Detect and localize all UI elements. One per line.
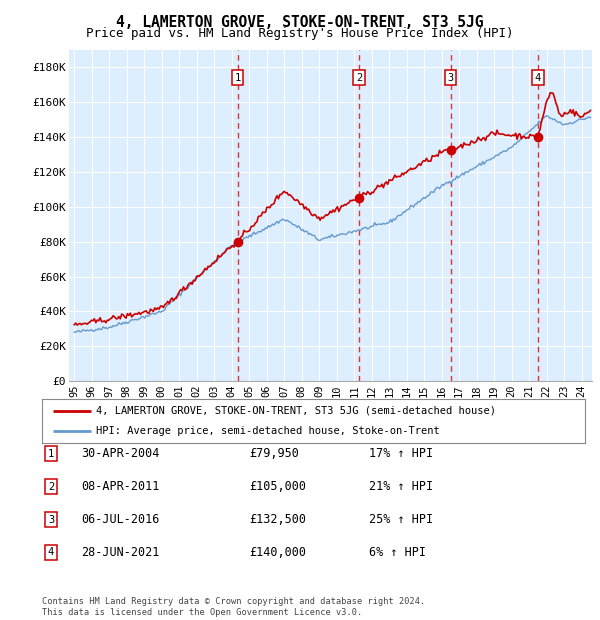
Text: 1: 1 xyxy=(48,449,54,459)
Text: 1: 1 xyxy=(235,73,241,82)
Text: £132,500: £132,500 xyxy=(249,513,306,526)
Text: 28-JUN-2021: 28-JUN-2021 xyxy=(81,546,160,559)
Text: 4: 4 xyxy=(535,73,541,82)
Text: 6% ↑ HPI: 6% ↑ HPI xyxy=(369,546,426,559)
Text: Contains HM Land Registry data © Crown copyright and database right 2024.
This d: Contains HM Land Registry data © Crown c… xyxy=(42,598,425,617)
Text: £105,000: £105,000 xyxy=(249,480,306,493)
Text: 21% ↑ HPI: 21% ↑ HPI xyxy=(369,480,433,493)
Text: Price paid vs. HM Land Registry's House Price Index (HPI): Price paid vs. HM Land Registry's House … xyxy=(86,27,514,40)
Text: 4, LAMERTON GROVE, STOKE-ON-TRENT, ST3 5JG: 4, LAMERTON GROVE, STOKE-ON-TRENT, ST3 5… xyxy=(116,15,484,30)
Text: 3: 3 xyxy=(448,73,454,82)
Text: 06-JUL-2016: 06-JUL-2016 xyxy=(81,513,160,526)
Text: 4: 4 xyxy=(48,547,54,557)
Text: 4, LAMERTON GROVE, STOKE-ON-TRENT, ST3 5JG (semi-detached house): 4, LAMERTON GROVE, STOKE-ON-TRENT, ST3 5… xyxy=(97,405,496,416)
Text: 25% ↑ HPI: 25% ↑ HPI xyxy=(369,513,433,526)
Text: 2: 2 xyxy=(48,482,54,492)
Text: 17% ↑ HPI: 17% ↑ HPI xyxy=(369,448,433,460)
Text: 30-APR-2004: 30-APR-2004 xyxy=(81,448,160,460)
Text: £79,950: £79,950 xyxy=(249,448,299,460)
Text: 2: 2 xyxy=(356,73,362,82)
Text: £140,000: £140,000 xyxy=(249,546,306,559)
Text: HPI: Average price, semi-detached house, Stoke-on-Trent: HPI: Average price, semi-detached house,… xyxy=(97,426,440,436)
Text: 3: 3 xyxy=(48,515,54,525)
Text: 08-APR-2011: 08-APR-2011 xyxy=(81,480,160,493)
